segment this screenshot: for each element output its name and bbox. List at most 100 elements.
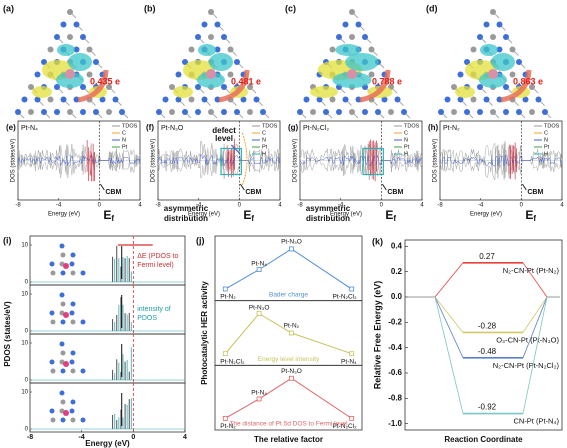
atom: [316, 96, 323, 103]
legend-label: H: [544, 151, 548, 157]
atom: [303, 96, 310, 103]
delta-note: ΔE (PDOS to: [137, 253, 178, 260]
atom: [195, 84, 201, 90]
panel-label: (c): [285, 3, 296, 13]
atom: [175, 71, 182, 78]
atom: [208, 34, 214, 40]
point-label: Pt-N₃O: [281, 368, 302, 375]
panel-label: (f): [146, 123, 154, 132]
charge-density: [480, 44, 498, 56]
asymmetry-note: distribution: [164, 214, 208, 223]
cbm-label: CBM: [387, 189, 403, 196]
pt-atom: [63, 361, 69, 367]
y-tick-label: -0.8: [388, 393, 402, 402]
highlight-box: [362, 147, 384, 176]
defect-note: level: [215, 134, 233, 143]
x-tick-label: -4: [338, 203, 344, 209]
atom: [80, 417, 86, 423]
factor-label: Bader charge: [269, 291, 308, 298]
charge-density: [173, 86, 193, 98]
asymmetry-note: asymmetric: [306, 204, 351, 213]
atom: [535, 96, 542, 103]
atom: [70, 368, 76, 374]
y-tick-label: 0: [25, 378, 29, 384]
defect-note: defect: [212, 126, 236, 135]
trend-point: [222, 286, 228, 292]
y-tick-label: 0.4: [391, 241, 403, 250]
legend-label: Pt: [544, 144, 550, 150]
x-tick-label: -8: [27, 434, 33, 441]
y-axis-label: DOS (states/eV): [293, 139, 299, 183]
atom: [208, 9, 214, 15]
fermi-main: E: [243, 208, 251, 222]
atom: [451, 84, 457, 90]
atom: [516, 59, 522, 65]
atom: [50, 270, 56, 276]
trend-point: [349, 351, 355, 357]
y-tick-label: 0.0: [391, 292, 403, 301]
x-tick-label: 0: [98, 203, 102, 209]
atom: [60, 252, 66, 258]
value-label: -0.48: [478, 347, 497, 356]
atom: [182, 59, 188, 65]
connector: [434, 262, 464, 298]
transfer-arrow: [359, 69, 391, 103]
x-tick-label: 4: [138, 203, 142, 209]
atom: [214, 21, 221, 28]
fermi-label: Ef: [525, 208, 536, 223]
value-label: 0.27: [479, 252, 495, 261]
atom: [342, 21, 349, 28]
atom: [50, 368, 56, 374]
atom: [221, 84, 227, 90]
legend-label: C: [404, 130, 408, 136]
factor-label: Energy level intensity: [258, 356, 320, 363]
atom: [188, 96, 195, 103]
x-tick-label: -4: [56, 203, 62, 209]
charge-density: [332, 72, 372, 88]
atom: [175, 96, 182, 103]
atom: [253, 96, 260, 103]
pt-atom: [347, 69, 357, 79]
fermi-main: E: [103, 208, 111, 222]
atom: [50, 319, 56, 325]
fermi-label: Ef: [243, 208, 254, 223]
panel-name: Pt-N₂: [443, 125, 460, 132]
point-label: Pt-N₄: [251, 260, 267, 267]
atom: [73, 46, 80, 53]
connector: [522, 262, 548, 298]
charge-label: 0.481 e: [231, 76, 261, 86]
x-tick-label: -8: [155, 203, 161, 209]
legend-label: H: [404, 151, 408, 157]
cbm-label: CBM: [527, 189, 543, 196]
trend-point: [349, 286, 355, 292]
atom: [70, 319, 76, 325]
cbm-arrow: [521, 183, 527, 191]
atom: [234, 109, 240, 115]
connector: [522, 296, 548, 414]
pt-atom: [206, 69, 216, 79]
atom: [483, 21, 490, 28]
fermi-sub: f: [251, 214, 254, 223]
pdos-curve: [157, 154, 281, 167]
x-tick-label: -8: [437, 203, 443, 209]
y-axis-label: DOS (states/eV): [151, 139, 157, 183]
level-name: CN-Pt (Pt-N₄): [513, 417, 559, 426]
atom: [201, 96, 208, 103]
atom: [54, 109, 60, 115]
x-tick-label: 4: [560, 203, 564, 209]
atom: [438, 109, 444, 115]
atom: [70, 350, 76, 356]
atom: [323, 109, 329, 115]
atom: [490, 34, 496, 40]
atom: [542, 109, 548, 115]
cbm-label: CBM: [105, 189, 121, 196]
atom: [496, 21, 503, 28]
highlight-box: [220, 147, 242, 176]
tdos-curve: [299, 142, 423, 177]
trend-point: [222, 415, 228, 421]
connector: [522, 296, 548, 333]
atom: [381, 96, 388, 103]
atom: [67, 9, 73, 15]
charge-density: [197, 72, 225, 88]
atom: [67, 109, 73, 115]
